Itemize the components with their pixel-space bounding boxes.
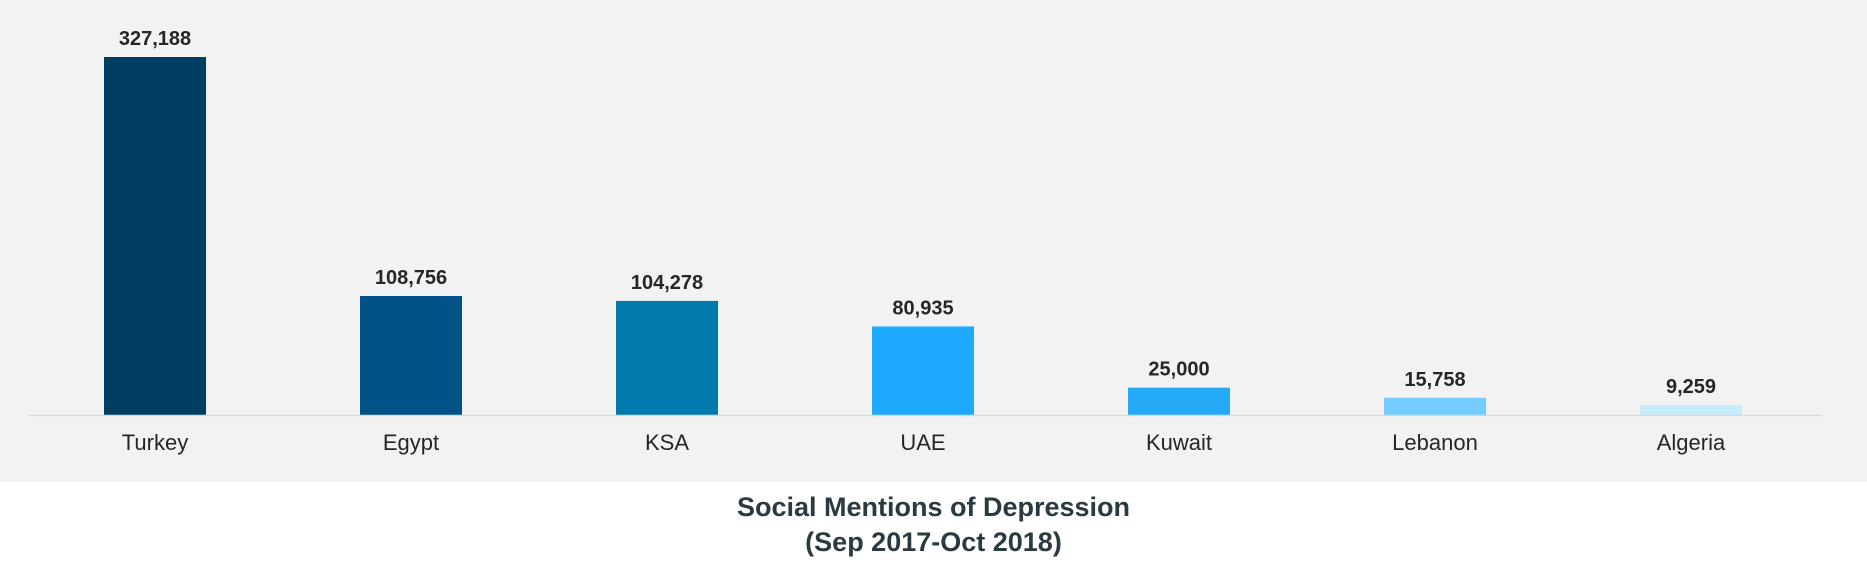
bar-lebanon <box>1384 397 1486 415</box>
bar-ksa <box>616 300 718 415</box>
bar-egypt <box>360 296 462 415</box>
bar-kuwait <box>1128 387 1230 415</box>
category-label-algeria: Algeria <box>1657 430 1726 455</box>
chart-title: Social Mentions of Depression <box>736 492 1131 522</box>
category-labels-group: Turkey Egypt KSA UAE Kuwait Lebanon Algeria <box>122 430 1726 455</box>
category-label-kuwait: Kuwait <box>1146 430 1212 455</box>
category-label-egypt: Egypt <box>383 430 439 455</box>
bar-uae <box>872 326 974 415</box>
bar-algeria <box>1640 404 1742 415</box>
value-label-algeria: 9,259 <box>1666 376 1716 398</box>
category-label-ksa: KSA <box>645 430 689 455</box>
value-label-egypt: 108,756 <box>375 267 447 289</box>
bar-turkey <box>104 57 206 415</box>
value-label-kuwait: 25,000 <box>1148 359 1209 381</box>
value-label-lebanon: 15,758 <box>1404 369 1465 391</box>
value-label-uae: 80,935 <box>892 297 953 319</box>
value-label-ksa: 104,278 <box>631 272 703 294</box>
bar-chart: 327,188 108,756 104,278 80,935 25,000 15,758 9… <box>28 28 1822 455</box>
chart-panel: 327,188 108,756 104,278 80,935 25,000 15,758 9… <box>0 0 1867 482</box>
chart-subtitle: (Sep 2017-Oct 2018) <box>805 527 1062 557</box>
category-label-uae: UAE <box>900 430 945 455</box>
chart-caption: Social Mentions of Depression (Sep 2017-… <box>0 490 1867 560</box>
value-label-turkey: 327,188 <box>119 28 191 50</box>
category-label-turkey: Turkey <box>122 430 188 455</box>
bars-group <box>104 57 1742 415</box>
value-labels-group: 327,188 108,756 104,278 80,935 25,000 15,758 9… <box>119 28 1716 398</box>
category-label-lebanon: Lebanon <box>1392 430 1478 455</box>
